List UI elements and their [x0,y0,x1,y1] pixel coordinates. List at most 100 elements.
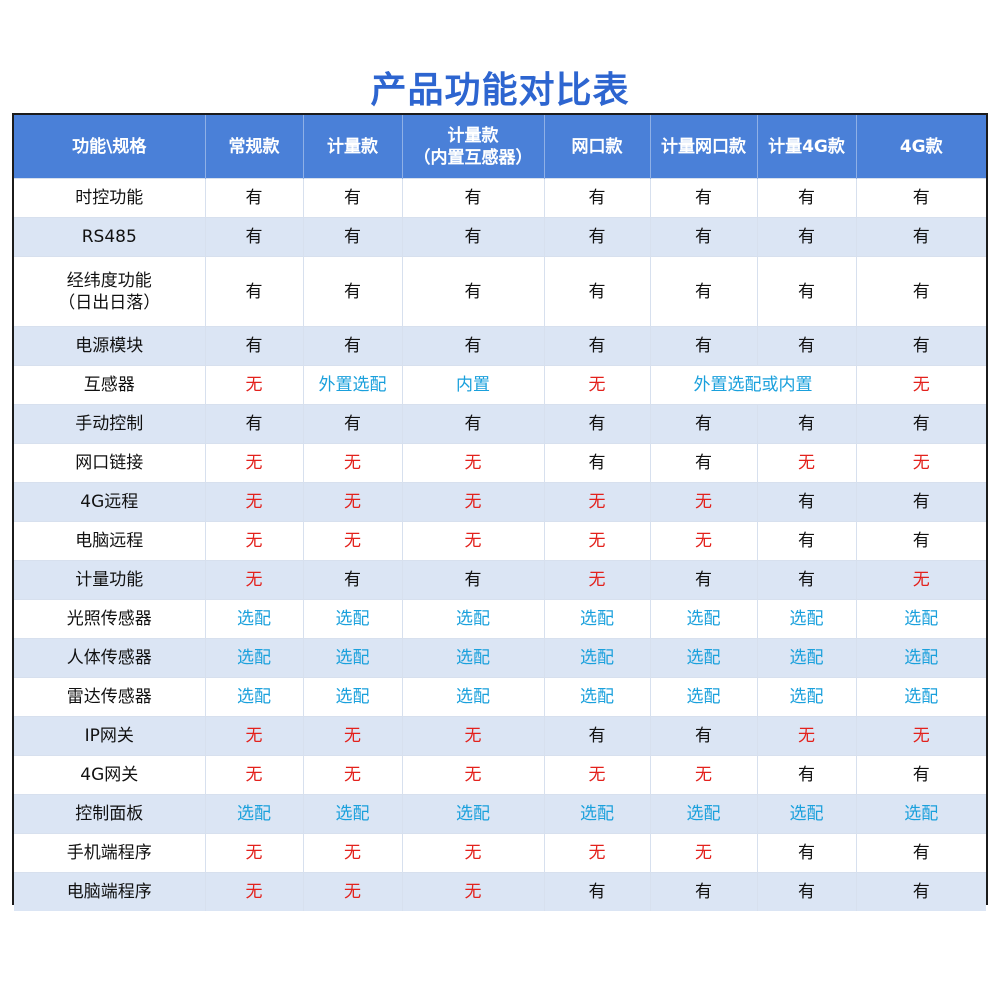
table-cell: 有 [855,217,986,257]
table-cell: 有 [756,560,856,600]
table-cell: 选配 [543,638,650,678]
table-cell: 无 [302,443,402,483]
table-cell: 无 [543,833,650,873]
table-row: 手机端程序无无无无无有有 [14,833,986,873]
table-cell: 无 [401,443,544,483]
table-cell: 有 [855,833,986,873]
table-cell: 有 [756,872,856,911]
feature-label: 4G网关 [14,755,205,795]
table-cell: 有 [543,178,650,218]
table-cell: 有 [204,217,303,257]
table-cell: 无 [204,521,303,561]
feature-label: 电脑远程 [14,521,205,561]
table-cell: 选配 [649,794,757,834]
comparison-table: 功能\规格 常规款 计量款 计量款 （内置互感器） 网口款 计量网口款 计量4G款 4G款 时… [12,113,988,911]
table-cell: 无 [401,716,544,756]
table-cell: 有 [649,872,757,911]
table-cell: 有 [543,217,650,257]
table-cell: 无 [204,833,303,873]
table-cell: 无 [855,716,986,756]
table-cell: 选配 [543,794,650,834]
table-cell: 有 [543,326,650,366]
table-cell: 有 [855,482,986,522]
table-cell: 有 [649,716,757,756]
table-cell: 无 [401,482,544,522]
table-cell: 有 [855,872,986,911]
table-cell: 选配 [756,677,856,717]
table-cell: 有 [543,443,650,483]
table-cell: 选配 [756,599,856,639]
table-cell: 有 [401,560,544,600]
table-cell: 有 [401,256,544,327]
feature-label: 光照传感器 [14,599,205,639]
table-cell: 有 [756,521,856,561]
table-cell: 有 [855,521,986,561]
table-cell: 有 [401,217,544,257]
table-cell: 有 [756,217,856,257]
table-row: 手动控制有有有有有有有 [14,404,986,444]
table-row: 互感器无外置选配 内置无外置选配或内置无 [14,365,986,405]
table-row: 人体传感器 选配 选配 选配 选配 选配 选配 选配 [14,638,986,678]
table-cell: 有 [401,178,544,218]
table-body: 时控功能有有有有有有有 RS485 有有有有有有有经纬度功能 （日出日落）有有有有有… [14,178,986,911]
table-cell: 选配 [756,638,856,678]
table-cell: 选配 [649,638,757,678]
table-cell: 有 [649,326,757,366]
table-cell: 无 [302,833,402,873]
table-cell: 有 [649,178,757,218]
header-model: 4G款 [855,115,986,179]
table-cell: 选配 [543,599,650,639]
table-cell: 有 [302,560,402,600]
table-cell: 选配 [204,677,303,717]
table-header: 功能\规格 常规款 计量款 计量款 （内置互感器） 网口款 计量网口款 计量4G款 4G款 [14,115,986,179]
table-row: 时控功能有有有有有有有 [14,178,986,218]
header-model: 计量款 （内置互感器） [401,115,544,179]
table-cell: 无 [204,365,303,405]
header-model: 网口款 [543,115,650,179]
table-cell: 有 [649,404,757,444]
feature-label: 手机端程序 [14,833,205,873]
table-cell: 有 [401,326,544,366]
table-cell: 选配 [401,638,544,678]
table-cell: 选配 [302,677,402,717]
table-cell: 无 [204,482,303,522]
header-model: 计量4G款 [756,115,856,179]
table-cell: 无 [543,365,650,405]
table-cell: 无 [302,755,402,795]
table-cell: 有 [302,256,402,327]
header-model: 常规款 [204,115,303,179]
table-cell: 有 [204,404,303,444]
header-model: 计量款 [302,115,402,179]
header-row: 功能\规格 常规款 计量款 计量款 （内置互感器） 网口款 计量网口款 计量4G款 4G款 [14,115,986,179]
table-cell: 选配 [302,599,402,639]
table-row: 电脑端程序无无无有有有有 [14,872,986,911]
table-cell: 无 [756,443,856,483]
table-cell: 无 [204,716,303,756]
table-cell: 无 [204,443,303,483]
table-cell: 选配 [401,599,544,639]
feature-label: 4G远程 [14,482,205,522]
header-feature-spec: 功能\规格 [14,115,205,179]
table-cell: 有 [302,217,402,257]
feature-label: 控制面板 [14,794,205,834]
feature-label: 互感器 [14,365,205,405]
table-cell: 无 [649,833,757,873]
table-cell: 无 [401,755,544,795]
table-cell: 无 [855,365,986,405]
feature-label: IP网关 [14,716,205,756]
table-cell: 选配 [543,677,650,717]
table-cell: 无 [543,755,650,795]
table-cell: 有 [649,217,757,257]
feature-label: 网口链接 [14,443,205,483]
table-cell: 内置 [401,365,544,405]
feature-label: 计量功能 [14,560,205,600]
table-cell: 无 [302,521,402,561]
table-row: 雷达传感器 选配 选配 选配 选配 选配 选配 选配 [14,677,986,717]
table-cell: 有 [543,872,650,911]
table-cell: 无 [302,482,402,522]
table-cell: 无 [401,872,544,911]
table-cell: 选配 [204,638,303,678]
table-cell: 有 [756,326,856,366]
table-cell: 有 [756,755,856,795]
table-row: 4G远程无无无无无有有 [14,482,986,522]
